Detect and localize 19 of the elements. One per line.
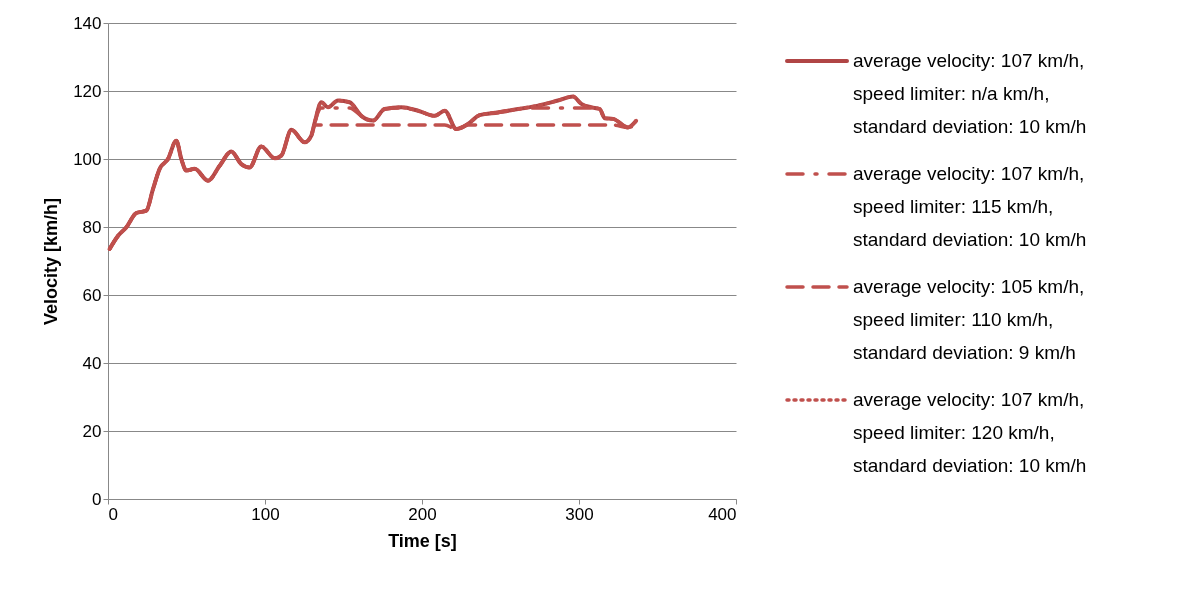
- y-tick-label: 80: [82, 217, 102, 237]
- legend-label: average velocity: 107 km/h, speed limiter: n/a km/h, standard deviation: 10 km/h: [853, 50, 1087, 137]
- legend-label: average velocity: 107 km/h, speed limiter: 120 km/h, standard deviation: 10 km/h: [853, 389, 1087, 476]
- y-tick-label: 120: [73, 81, 102, 101]
- y-tick-label: 20: [82, 421, 102, 441]
- legend-label: average velocity: 105 km/h, speed limiter: 110 km/h, standard deviation: 9 km/h: [853, 276, 1085, 363]
- y-tick-label: 40: [82, 353, 102, 373]
- x-tick-label: 0: [108, 504, 118, 524]
- y-tick-label: 100: [73, 149, 102, 169]
- legend-label: average velocity: 107 km/h, speed limiter: 115 km/h, standard deviation: 10 km/h: [853, 163, 1087, 250]
- y-tick-label: 60: [82, 285, 102, 305]
- x-tick-label: 400: [708, 504, 737, 524]
- y-tick-label: 140: [73, 13, 102, 33]
- x-tick-label: 100: [251, 504, 280, 524]
- y-tick-label: 0: [92, 489, 102, 509]
- x-tick-label: 200: [408, 504, 437, 524]
- x-axis-title: Time [s]: [388, 530, 457, 551]
- y-axis-title: Velocity [km/h]: [41, 197, 62, 326]
- x-tick-label: 300: [565, 504, 594, 524]
